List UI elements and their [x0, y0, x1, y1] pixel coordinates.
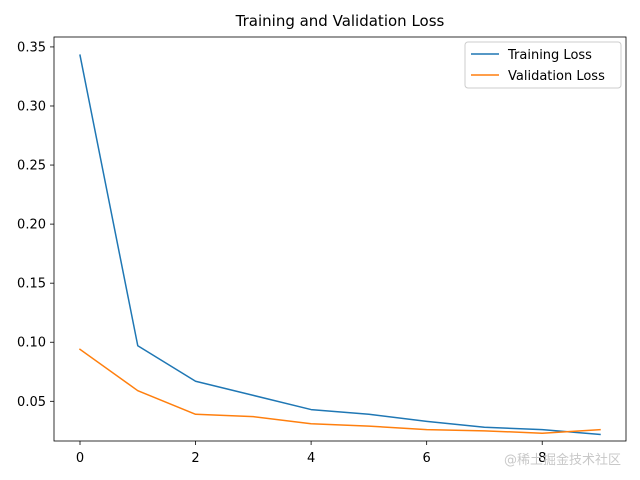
y-tick-label-0: 0.05: [17, 395, 46, 410]
y-tick-label-5: 0.30: [17, 99, 46, 114]
y-tick-label-6: 0.35: [17, 40, 46, 55]
x-tick-label-2: 4: [307, 451, 315, 466]
y-tick-label-1: 0.10: [17, 336, 46, 351]
x-tick-label-3: 6: [423, 451, 431, 466]
plot-area-border: [53, 36, 627, 442]
legend-box: [464, 41, 622, 89]
axes-frame: [53, 36, 627, 442]
y-tick-label-3: 0.20: [17, 218, 46, 233]
x-tick-label-1: 2: [191, 451, 199, 466]
legend-training-loss-label: Training Loss: [507, 48, 592, 63]
series-layer: [78, 54, 601, 436]
legend: Training Loss Validation Loss: [464, 41, 622, 89]
y-axis: 0.05 0.10 0.15 0.20 0.25 0.30 0.35: [17, 40, 54, 410]
x-tick-label-4: 8: [538, 451, 546, 466]
y-tick-label-4: 0.25: [17, 159, 46, 174]
series-line-validation-loss: [78, 348, 601, 434]
series-line-training-loss: [79, 54, 601, 436]
watermark: @稀土掘金技术社区: [504, 453, 622, 468]
chart-title: Training and Validation Loss: [235, 12, 445, 30]
y-tick-label-2: 0.15: [17, 277, 46, 292]
x-axis: 0 2 4 6 8: [76, 441, 546, 466]
legend-validation-loss-label: Validation Loss: [508, 69, 605, 84]
x-tick-label-0: 0: [76, 451, 84, 466]
